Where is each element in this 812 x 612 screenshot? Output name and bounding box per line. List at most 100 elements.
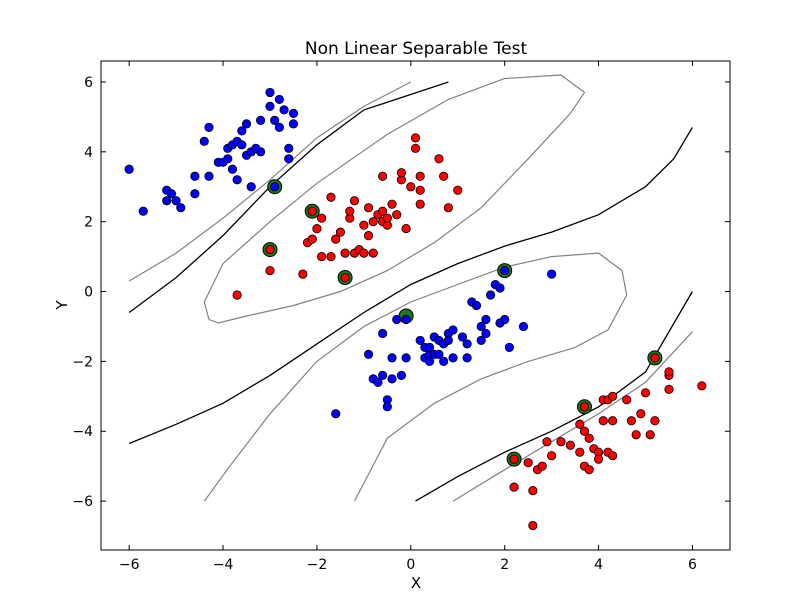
blue-data-point — [237, 126, 247, 136]
margin-contour-1 — [452, 331, 693, 502]
red-data-point — [378, 171, 388, 181]
red-data-point — [415, 199, 425, 209]
red-data-point — [697, 381, 707, 391]
blue-data-point — [424, 356, 435, 366]
contour-layer — [128, 74, 693, 502]
blue-data-point — [378, 328, 388, 339]
blue-data-point — [443, 335, 453, 346]
blue-data-point — [223, 154, 233, 164]
red-data-point — [650, 416, 660, 426]
chart-title: Non Linear Separable Test — [305, 39, 528, 59]
x-axis-label: X — [411, 574, 421, 592]
y-tick-label: 4 — [84, 145, 93, 161]
y-tick-label: 6 — [84, 75, 93, 91]
blue-data-point — [190, 171, 200, 181]
red-data-point — [359, 220, 369, 230]
red-data-point — [265, 265, 275, 276]
red-data-point — [349, 196, 360, 206]
red-data-point — [631, 430, 641, 440]
red-data-point — [307, 234, 317, 244]
blue-data-point — [495, 283, 505, 293]
red-data-point — [368, 217, 378, 227]
blue-data-point — [382, 402, 392, 412]
blue-data-point — [204, 122, 214, 132]
blue-data-point — [251, 143, 261, 153]
red-data-point — [298, 269, 308, 279]
blue-data-point — [392, 314, 402, 325]
red-data-point — [608, 391, 618, 401]
red-data-point — [368, 248, 378, 258]
decision-boundary-1 — [128, 127, 693, 445]
margin-contour-2 — [203, 74, 586, 324]
blue-data-point — [471, 300, 482, 311]
blue-data-point — [462, 339, 472, 349]
blue-data-point — [227, 164, 238, 174]
blue-data-point — [486, 290, 496, 300]
blue-data-point — [396, 370, 407, 380]
margin-contour-3 — [203, 252, 628, 502]
red-data-point — [345, 206, 355, 216]
red-data-point — [537, 461, 547, 471]
red-data-point — [307, 206, 317, 216]
blue-data-point — [265, 101, 275, 112]
blue-data-point — [401, 353, 411, 363]
red-data-point — [579, 402, 590, 412]
blue-data-point — [162, 196, 172, 206]
blue-data-point — [190, 189, 200, 199]
blue-data-point — [504, 342, 514, 353]
blue-data-point — [284, 154, 294, 164]
margin-contour-0 — [128, 81, 412, 282]
red-data-point — [636, 409, 646, 419]
red-data-point — [363, 203, 374, 213]
blue-data-point — [288, 108, 299, 118]
red-data-point — [415, 185, 425, 195]
red-data-point — [326, 252, 336, 262]
blue-data-point — [279, 105, 289, 115]
blue-data-point — [232, 175, 242, 185]
y-axis-label: Y — [53, 300, 71, 311]
red-data-point — [326, 192, 336, 202]
x-tick-label: −6 — [119, 557, 140, 573]
red-data-point — [598, 416, 608, 426]
blue-data-point — [500, 265, 510, 276]
red-data-point — [565, 440, 576, 450]
red-data-point — [584, 465, 594, 475]
red-data-point — [378, 206, 388, 216]
red-data-point — [542, 437, 552, 447]
red-data-point — [406, 182, 416, 192]
blue-data-point — [448, 325, 458, 335]
red-data-point — [317, 213, 327, 223]
blue-data-point — [457, 332, 468, 342]
y-axis-ticks: −6 −4 −2 0 2 4 6 — [72, 75, 730, 510]
x-axis-ticks: −6 −4 −2 0 2 4 6 — [119, 61, 697, 573]
red-data-point — [509, 454, 519, 464]
red-data-point — [579, 426, 590, 436]
x-tick-label: −2 — [307, 557, 328, 573]
red-data-point — [335, 227, 345, 237]
blue-data-point — [373, 377, 383, 387]
blue-data-point — [204, 171, 214, 181]
red-data-point — [443, 203, 453, 213]
y-tick-label: 0 — [84, 285, 93, 301]
blue-data-point — [476, 321, 486, 332]
blue-data-point — [439, 356, 449, 366]
red-data-point — [509, 482, 519, 492]
blue-data-point — [434, 349, 444, 359]
red-data-point — [232, 290, 242, 300]
blue-data-point — [481, 328, 491, 339]
red-data-point — [392, 210, 402, 220]
red-data-point — [584, 433, 594, 443]
blue-data-point — [363, 349, 374, 359]
blue-data-point — [284, 143, 294, 153]
y-tick-label: 2 — [84, 215, 93, 231]
blue-data-point — [476, 335, 486, 346]
red-data-point — [340, 272, 350, 283]
red-data-point — [382, 213, 392, 223]
red-data-point — [640, 388, 651, 398]
red-data-point — [556, 437, 566, 447]
x-tick-label: 4 — [594, 557, 603, 573]
red-data-point — [434, 154, 444, 164]
blue-data-point — [448, 353, 458, 363]
blue-data-point — [424, 342, 435, 353]
red-data-point — [528, 486, 538, 496]
